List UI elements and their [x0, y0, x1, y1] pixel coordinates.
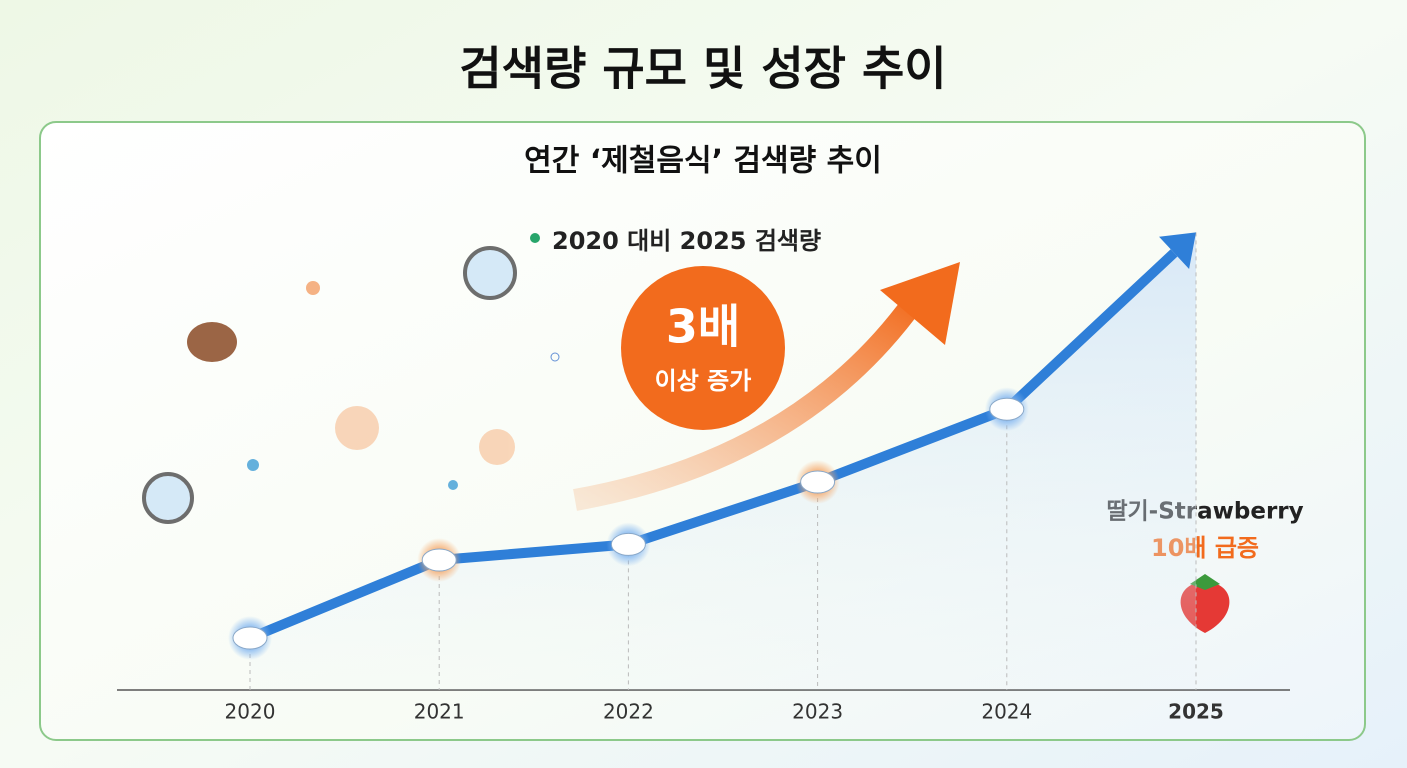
annotation: 2020 대비 2025 검색량 [552, 227, 821, 255]
x-tick-label: 2023 [792, 700, 843, 724]
growth-arrowhead [880, 262, 960, 345]
x-tick-label: 2020 [225, 700, 276, 724]
series-line [248, 249, 1178, 643]
point [610, 532, 646, 556]
decorations [142, 246, 560, 524]
point [989, 397, 1025, 421]
highlight-label: 이상 증가 [655, 367, 752, 395]
x-tick-label: 2024 [981, 700, 1032, 724]
page-title: 검색량 규모 및 성장 추이 [459, 42, 946, 96]
area [250, 232, 1196, 690]
growth-arrow [573, 293, 924, 511]
chart-subtitle: 연간 ‘제철음식’ 검색량 추이 [524, 144, 882, 179]
highlight-value: 3배 [666, 300, 740, 354]
point [800, 470, 836, 494]
highlight-badge [621, 266, 785, 430]
x-tick-label: 2025 [1168, 700, 1224, 724]
x-tick-label: 2021 [414, 700, 465, 724]
point [421, 548, 457, 572]
arrowhead [1159, 232, 1196, 269]
x-tick-label: 2022 [603, 700, 654, 724]
point [232, 626, 268, 650]
annotation-dot [530, 233, 540, 243]
